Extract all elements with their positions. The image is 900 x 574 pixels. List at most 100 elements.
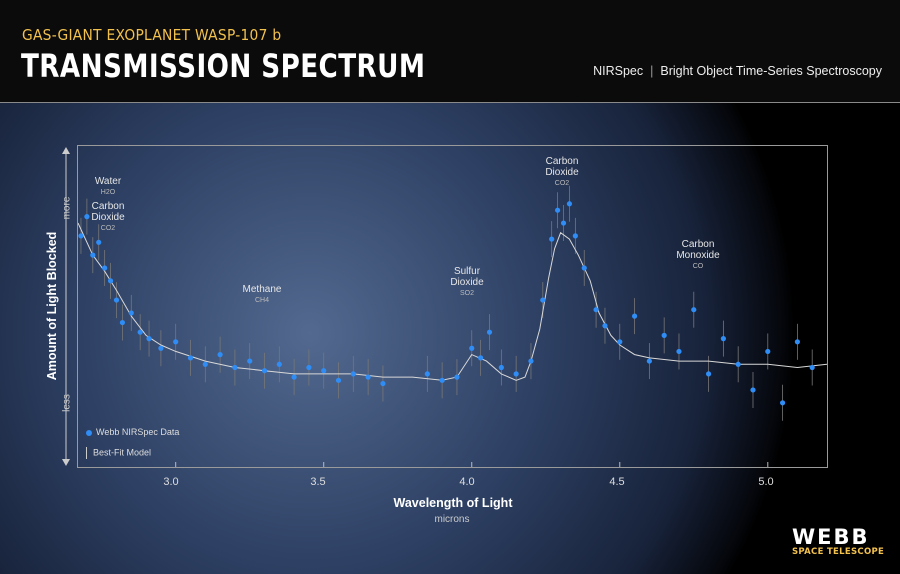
- data-point: [439, 377, 445, 383]
- data-point: [350, 371, 356, 377]
- data-point: [158, 345, 164, 351]
- data-point: [202, 361, 208, 367]
- data-point: [84, 214, 90, 220]
- data-point: [617, 339, 623, 345]
- annotation-label: Methane: [242, 284, 282, 295]
- legend-model: Best-Fit Model: [86, 447, 151, 459]
- planet-background: [0, 103, 900, 574]
- annotation-methane: Methane CH4: [243, 284, 282, 306]
- annotation-label: Carbon Dioxide: [545, 156, 579, 178]
- data-point: [90, 252, 96, 258]
- data-point: [560, 220, 567, 226]
- legend-line-icon: [86, 447, 87, 459]
- legend-data-label: Webb NIRSpec Data: [96, 427, 180, 437]
- x-axis-label: Wavelength of Light: [393, 496, 513, 510]
- data-point: [691, 307, 697, 313]
- legend-model-label: Best-Fit Model: [93, 447, 152, 458]
- annotation-water: Water H2O: [95, 176, 121, 198]
- y-axis-more-label: more: [61, 196, 73, 220]
- data-point: [705, 371, 712, 377]
- annotation-carbon-monoxide: Carbon Monoxide CO: [670, 239, 726, 272]
- data-point: [676, 348, 682, 355]
- data-point: [794, 339, 800, 345]
- data-point: [549, 236, 555, 242]
- data-point: [498, 364, 504, 371]
- annotation-sulfur-dioxide: Sulfur Dioxide SO2: [442, 266, 492, 299]
- webb-subtitle: SPACE TELESCOPE: [792, 547, 885, 557]
- annotation-label: Water: [94, 176, 122, 187]
- annotation-label: Carbon Dioxide: [91, 201, 125, 223]
- legend-data: Webb NIRSpec Data: [86, 427, 179, 437]
- data-point: [247, 358, 253, 364]
- data-point: [217, 352, 223, 358]
- data-point: [528, 358, 534, 364]
- plot-frame: [77, 145, 828, 468]
- data-point: [779, 400, 786, 406]
- data-point: [720, 336, 726, 342]
- annotation-carbon-dioxide-peak: Carbon Dioxide CO2: [537, 156, 587, 189]
- y-axis: Amount of Light Blocked more less: [30, 145, 75, 468]
- data-point: [765, 348, 771, 355]
- data-point: [631, 313, 638, 319]
- data-point: [581, 265, 587, 271]
- data-point: [540, 297, 546, 303]
- data-point: [113, 297, 120, 303]
- x-tick-label: 3.5: [310, 476, 326, 488]
- data-point: [276, 361, 282, 367]
- data-point: [306, 364, 312, 371]
- x-tick-label: 4.5: [609, 476, 625, 488]
- data-point: [750, 387, 756, 393]
- data-point: [187, 355, 194, 361]
- annotation-symbol: H2O: [100, 189, 116, 196]
- data-point: [102, 265, 108, 271]
- data-point: [96, 239, 102, 245]
- instrument-name: NIRSpec: [593, 64, 644, 78]
- y-axis-label: Amount of Light Blocked: [45, 231, 59, 381]
- data-point: [321, 368, 327, 374]
- y-axis-arrowhead: [62, 147, 70, 154]
- webb-logo: WEBB SPACE TELESCOPE: [792, 527, 885, 558]
- data-point: [809, 364, 815, 371]
- data-point: [128, 310, 134, 316]
- data-point: [469, 345, 475, 351]
- data-point: [107, 278, 114, 284]
- separator: |: [650, 64, 654, 78]
- annotation-symbol: CO2: [554, 180, 570, 187]
- annotation-carbon-dioxide: Carbon Dioxide CO2: [83, 201, 133, 234]
- chart-subtitle: GAS-GIANT EXOPLANET WASP-107 b: [22, 26, 282, 44]
- annotation-symbol: SO2: [459, 290, 474, 297]
- data-point: [661, 332, 667, 338]
- best-fit-model-line: [77, 222, 828, 381]
- y-axis-less-label: less: [61, 394, 73, 412]
- data-point: [119, 319, 126, 326]
- data-point: [291, 374, 297, 380]
- data-point: [646, 358, 652, 364]
- data-point: [478, 355, 484, 361]
- annotation-symbol: CO2: [100, 225, 116, 232]
- data-point: [554, 207, 561, 213]
- x-tick-label: 4.0: [459, 476, 475, 488]
- data-point: [137, 329, 143, 335]
- observation-mode: Bright Object Time-Series Spectroscopy: [660, 64, 882, 78]
- data-point: [146, 336, 152, 342]
- instrument-info: NIRSpec | Bright Object Time-Series Spectr…: [593, 64, 882, 78]
- x-tick-label: 3.0: [163, 476, 179, 488]
- data-point: [261, 368, 268, 374]
- data-point: [173, 339, 179, 345]
- data-point: [602, 323, 608, 329]
- data-point: [572, 233, 578, 239]
- chart-title: TRANSMISSION SPECTRUM: [21, 47, 426, 85]
- y-axis-arrowhead: [62, 459, 70, 466]
- data-point: [335, 377, 342, 383]
- annotation-symbol: CH4: [254, 297, 270, 304]
- data-point: [380, 380, 386, 387]
- legend-dot-icon: [86, 429, 92, 436]
- data-point: [735, 361, 741, 367]
- data-point: [232, 364, 238, 371]
- annotation-symbol: CO: [692, 263, 704, 270]
- data-point: [566, 201, 573, 207]
- x-tick-label: 5.0: [758, 476, 774, 488]
- x-axis-unit: microns: [434, 514, 470, 525]
- annotation-label: Carbon Monoxide: [676, 239, 720, 261]
